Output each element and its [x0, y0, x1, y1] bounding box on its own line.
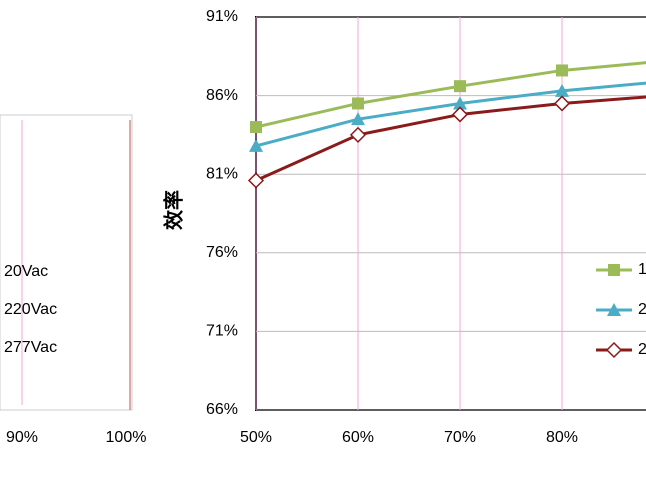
- legend-label: 2: [638, 341, 646, 358]
- marker: [349, 126, 367, 143]
- y-tick-label: 71%: [206, 323, 238, 340]
- marker: [453, 96, 467, 110]
- marker: [352, 97, 364, 110]
- y-tick-label: 86%: [206, 87, 238, 104]
- marker: [605, 341, 623, 359]
- legend-label: 1: [638, 261, 646, 278]
- x-tick-label: 50%: [240, 429, 272, 446]
- marker: [556, 64, 568, 77]
- left-legend-label: 220Vac: [4, 301, 57, 318]
- marker: [553, 95, 571, 112]
- marker: [249, 138, 263, 152]
- left-tick-label: 100%: [106, 429, 147, 446]
- marker: [247, 172, 265, 189]
- y-tick-label: 81%: [206, 165, 238, 182]
- marker: [607, 303, 621, 316]
- marker: [608, 264, 620, 276]
- x-tick-label: 80%: [546, 429, 578, 446]
- x-tick-label: 70%: [444, 429, 476, 446]
- left-legend-label: 277Vac: [4, 339, 57, 356]
- left-legend-label: 20Vac: [4, 263, 48, 280]
- marker: [250, 121, 262, 134]
- marker: [555, 83, 569, 97]
- y-tick-label: 76%: [206, 244, 238, 261]
- left-tick-label: 90%: [6, 429, 38, 446]
- legend-label: 2: [638, 301, 646, 318]
- marker: [451, 106, 469, 123]
- y-tick-label: 66%: [206, 401, 238, 418]
- x-tick-label: 60%: [342, 429, 374, 446]
- plot-area: [255, 16, 646, 411]
- y-axis-label: 效率: [161, 190, 185, 230]
- y-tick-label: 91%: [206, 8, 238, 25]
- marker: [454, 80, 466, 93]
- marker: [351, 112, 365, 126]
